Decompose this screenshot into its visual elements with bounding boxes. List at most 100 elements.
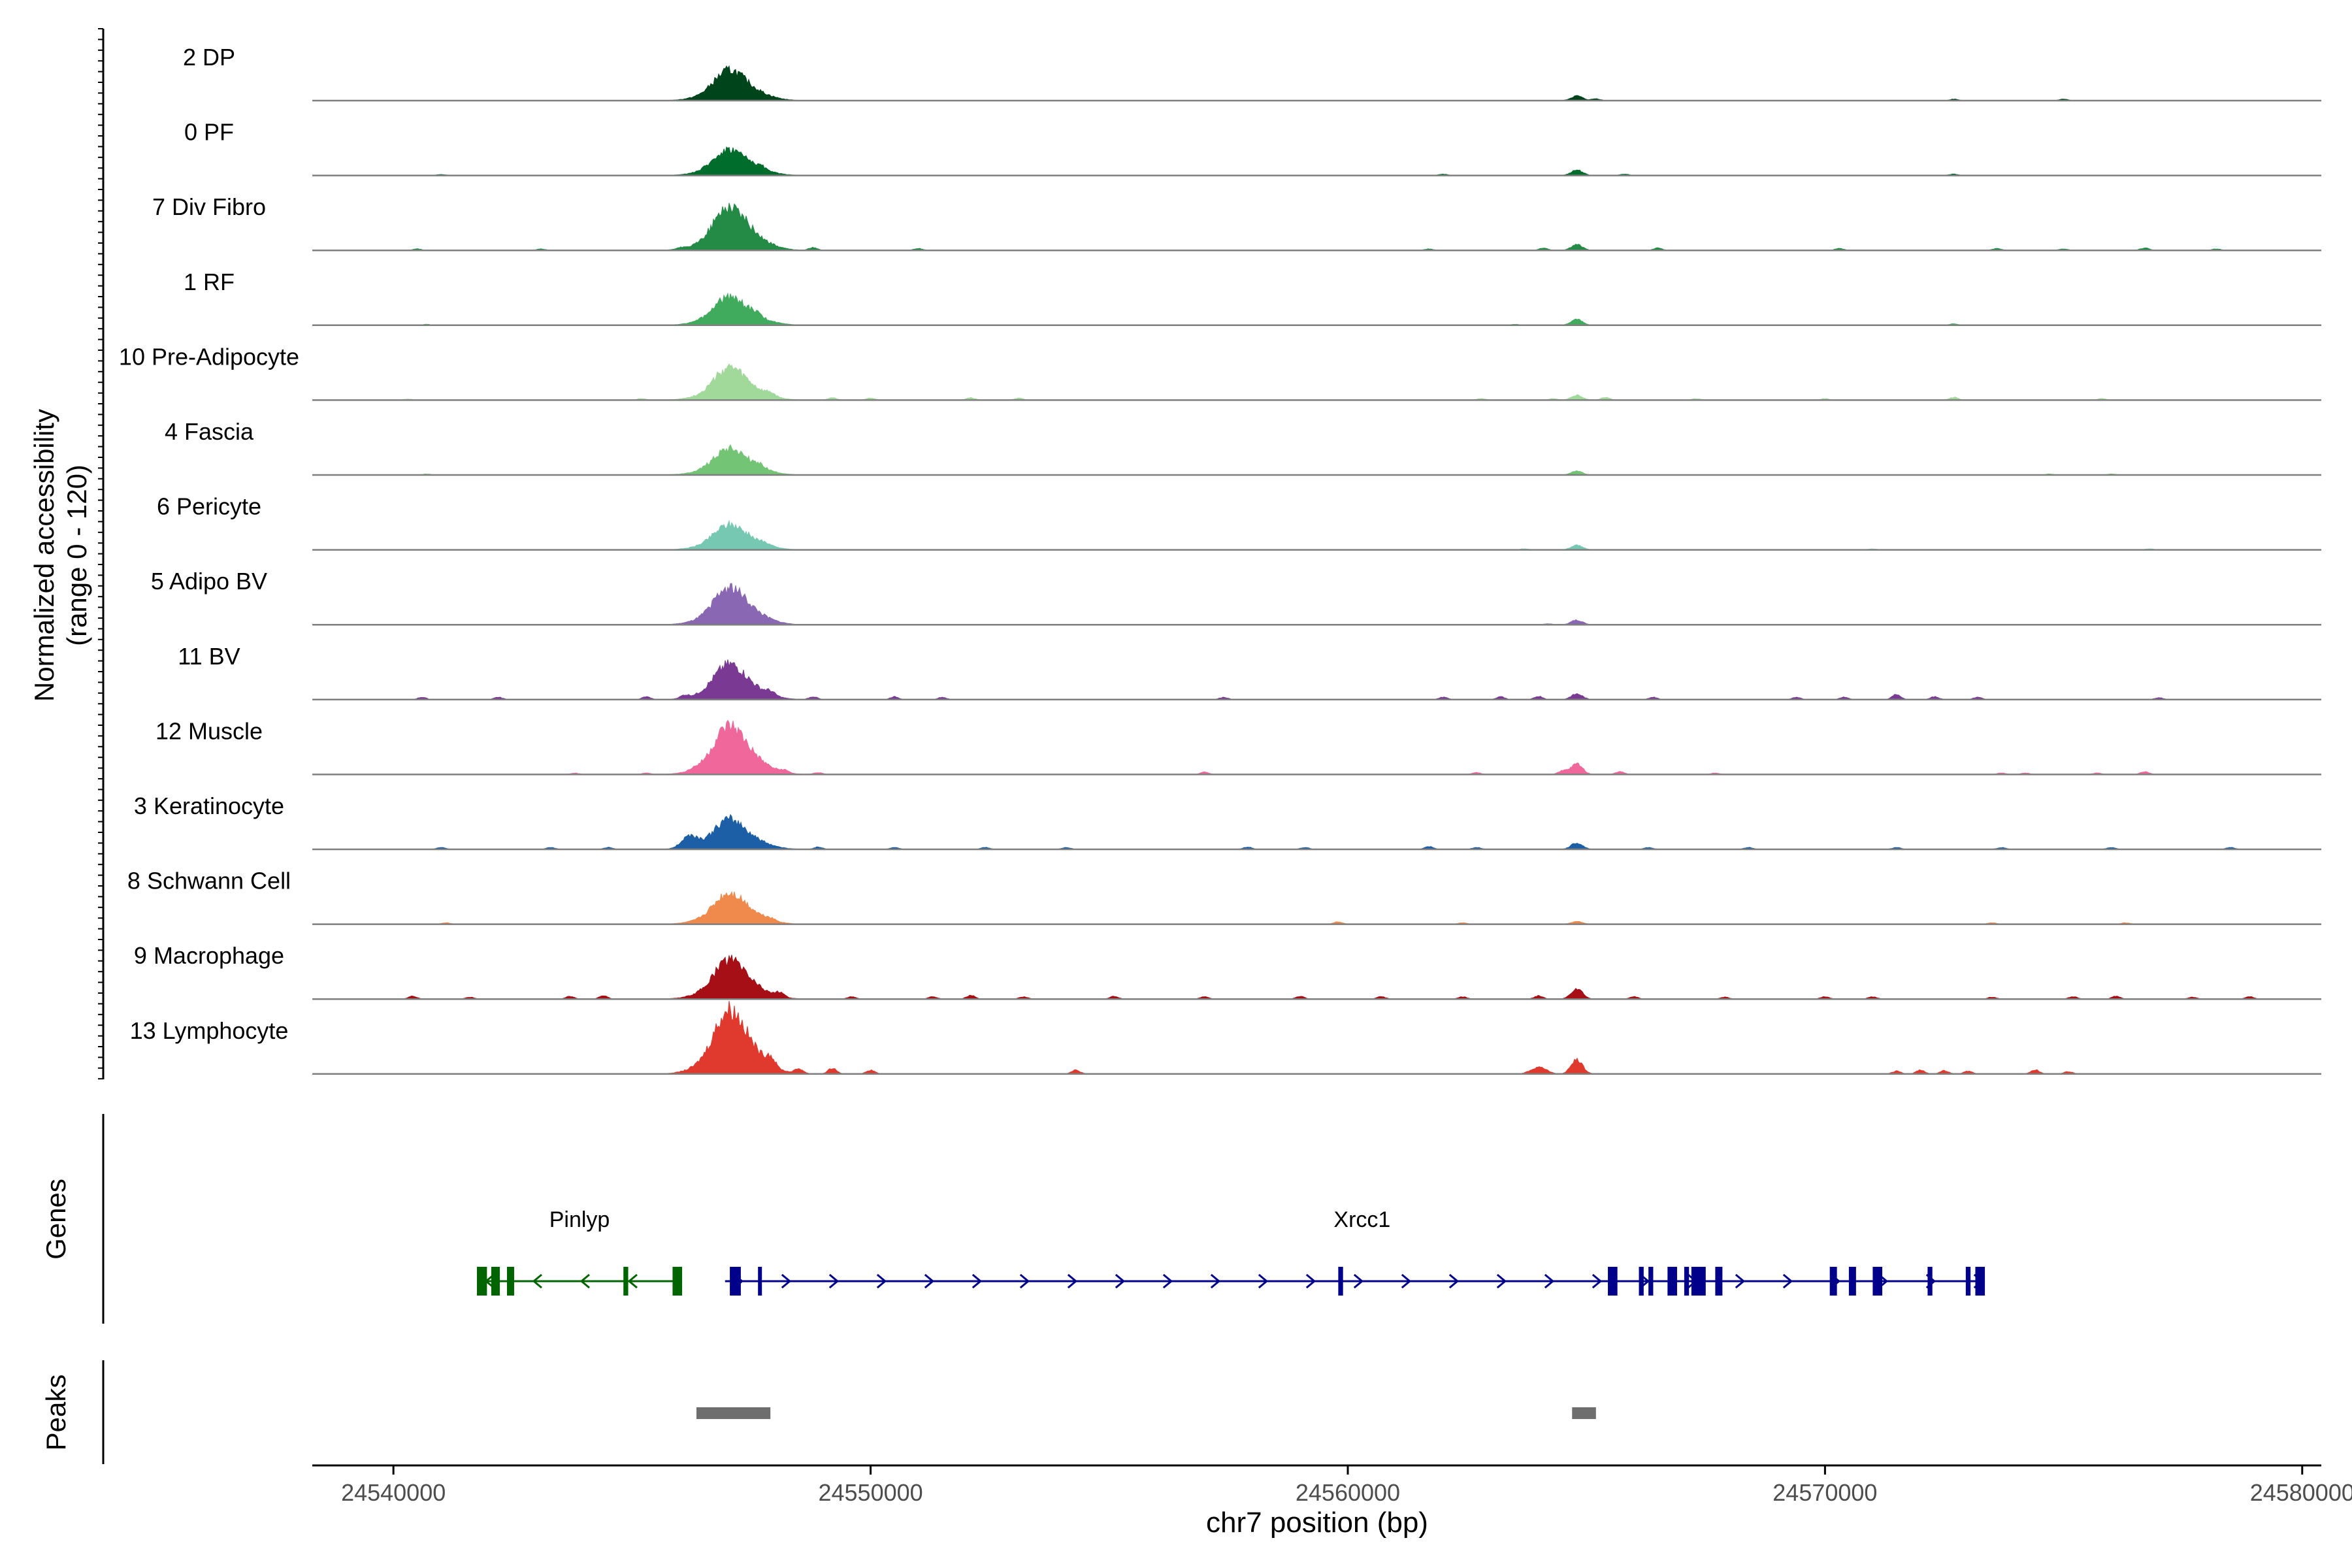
track-label: 1 RF	[184, 269, 235, 295]
x-tick-label: 24570000	[1772, 1479, 1877, 1506]
exon	[476, 1267, 487, 1296]
peak-region	[696, 1407, 771, 1419]
gene-models: Pinlyp Xrcc1	[476, 1207, 1985, 1296]
track-label: 4 Fascia	[165, 418, 254, 445]
strand-arrow	[828, 1273, 840, 1289]
exon	[491, 1267, 500, 1296]
exon	[730, 1267, 741, 1296]
coverage-track: 5 Adipo BV	[151, 568, 2321, 626]
exon	[758, 1267, 762, 1296]
coverage-track: 11 BV	[178, 643, 2321, 701]
strand-arrow	[1735, 1273, 1746, 1289]
exon	[1927, 1267, 1933, 1296]
coverage-track: 13 Lymphocyte	[130, 1001, 2321, 1075]
y-axis-minor-ticks	[98, 28, 103, 1080]
exon	[1338, 1267, 1343, 1296]
track-label: 7 Div Fibro	[152, 193, 266, 220]
x-tick-label: 24550000	[818, 1479, 923, 1506]
strand-arrow	[972, 1273, 983, 1289]
track-label: 13 Lymphocyte	[130, 1017, 289, 1044]
strand-arrow	[1067, 1273, 1078, 1289]
coverage-track: 6 Pericyte	[157, 493, 2321, 551]
strand-arrow	[781, 1273, 792, 1289]
exon	[1975, 1267, 1985, 1296]
strand-arrow	[1115, 1273, 1126, 1289]
coverage-track: 7 Div Fibro	[152, 193, 2321, 252]
strand-arrow	[1162, 1273, 1173, 1289]
gene-model: Xrcc1	[725, 1207, 1985, 1296]
genes-track-label: Genes	[41, 1179, 71, 1260]
exon	[1829, 1267, 1837, 1296]
track-label: 12 Muscle	[155, 717, 263, 744]
exon	[623, 1267, 629, 1296]
peak-region	[1572, 1407, 1596, 1419]
exon	[1965, 1267, 1971, 1296]
gene-label: Xrcc1	[1333, 1207, 1390, 1232]
exon	[1667, 1267, 1677, 1296]
exon	[1639, 1267, 1644, 1296]
genes-panel: Genes Pinlyp Xrcc1	[41, 1114, 1985, 1324]
peak-regions	[696, 1407, 1596, 1419]
gene-model: Pinlyp	[476, 1207, 683, 1296]
coverage-track: 12 Muscle	[155, 717, 2321, 776]
strand-arrow	[1496, 1273, 1507, 1289]
track-label: 6 Pericyte	[157, 493, 261, 520]
coverage-panel: Normalized accessibility (range 0 - 120)…	[29, 28, 2321, 1080]
track-label: 5 Adipo BV	[151, 568, 267, 595]
track-label: 3 Keratinocyte	[134, 792, 284, 819]
y-axis-title-line1: Normalized accessibility	[29, 409, 59, 702]
track-label: 0 PF	[184, 119, 234, 146]
peaks-panel: Peaks	[41, 1360, 1596, 1464]
track-label: 10 Pre-Adipocyte	[119, 343, 299, 370]
coverage-track: 9 Macrophage	[134, 942, 2321, 1000]
strand-arrow	[1401, 1273, 1412, 1289]
exon	[1608, 1267, 1618, 1296]
strand-arrow	[627, 1273, 638, 1289]
strand-arrow	[876, 1273, 887, 1289]
track-label: 8 Schwann Cell	[127, 868, 291, 894]
coverage-track: 8 Schwann Cell	[127, 868, 2321, 925]
strand-arrow	[532, 1273, 542, 1289]
strand-arrow	[580, 1273, 590, 1289]
exon	[1648, 1267, 1654, 1296]
exon	[1684, 1267, 1690, 1296]
exon	[1715, 1267, 1723, 1296]
track-label: 9 Macrophage	[134, 942, 284, 969]
coverage-track: 0 PF	[184, 119, 2321, 176]
y-axis-title-line2: (range 0 - 120)	[61, 465, 92, 646]
strand-arrow	[1592, 1273, 1603, 1289]
coverage-track: 2 DP	[183, 44, 2321, 102]
strand-arrow	[1210, 1273, 1221, 1289]
exon	[672, 1267, 683, 1296]
exon	[1848, 1267, 1856, 1296]
strand-arrow	[924, 1273, 935, 1289]
x-axis-ticks: 24540000 24550000 24560000 24570000 24580000	[341, 1465, 2352, 1506]
x-tick-label: 24540000	[341, 1479, 446, 1506]
exon	[1872, 1267, 1883, 1296]
exon	[507, 1267, 514, 1296]
exon	[1691, 1267, 1706, 1296]
strand-arrow	[1258, 1273, 1269, 1289]
x-axis: 24540000 24550000 24560000 24570000 24580000…	[312, 1464, 2352, 1539]
strand-arrow	[1305, 1273, 1316, 1289]
y-axis-title: Normalized accessibility (range 0 - 120)	[29, 409, 92, 702]
coverage-track: 10 Pre-Adipocyte	[119, 343, 2321, 401]
strand-arrow	[1353, 1273, 1364, 1289]
strand-arrow	[1448, 1273, 1460, 1289]
strand-arrow	[1544, 1273, 1555, 1289]
track-label: 2 DP	[183, 44, 235, 71]
x-axis-title: chr7 position (bp)	[1206, 1507, 1428, 1539]
peaks-track-label: Peaks	[41, 1375, 71, 1451]
coverage-track: 3 Keratinocyte	[134, 792, 2321, 851]
track-label: 11 BV	[178, 643, 240, 670]
gene-label: Pinlyp	[549, 1207, 610, 1232]
coverage-track: 4 Fascia	[165, 418, 2321, 476]
x-tick-label: 24580000	[2250, 1479, 2352, 1506]
coverage-tracks: 2 DP 0 PF 7 Div Fibro 1 RF 10 Pre-Adipocyte 4…	[119, 44, 2321, 1075]
strand-arrow	[1782, 1273, 1793, 1289]
x-tick-label: 24560000	[1296, 1479, 1400, 1506]
strand-arrow	[1019, 1273, 1030, 1289]
coverage-track: 1 RF	[184, 269, 2321, 327]
